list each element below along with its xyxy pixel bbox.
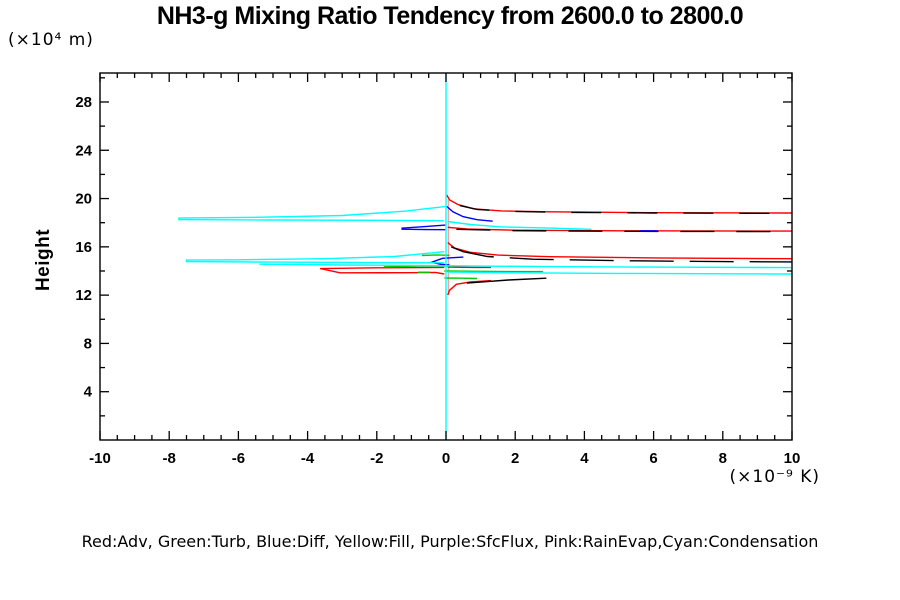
- x-tick-label: 4: [580, 450, 589, 467]
- x-tick-label: -4: [301, 450, 315, 467]
- series-Turb: [421, 254, 450, 257]
- y-tick-label: 20: [75, 191, 92, 208]
- series-Condensation: [447, 271, 793, 275]
- x-tick-label: 10: [784, 450, 801, 467]
- y-tick-label: 16: [75, 239, 92, 256]
- series-Condensation: [178, 205, 447, 222]
- series-Turb: [444, 270, 543, 273]
- y-tick-label: 28: [75, 94, 92, 111]
- legend: Red:Adv, Green:Turb, Blue:Diff, Yellow:F…: [81, 532, 819, 551]
- series-net-overlay-black: [459, 204, 793, 215]
- y-tick-label: 12: [75, 287, 92, 304]
- series-Adv: [447, 226, 793, 232]
- series-Diff: [446, 205, 493, 222]
- x-axis-unit-label: (×10⁻⁹ K): [729, 467, 820, 487]
- series-net-overlay-black: [466, 277, 547, 284]
- series-Condensation: [447, 220, 592, 230]
- y-tick-label: 4: [84, 384, 93, 401]
- series-Adv: [446, 194, 793, 214]
- series-Condensation: [259, 263, 793, 269]
- series-Diff: [428, 256, 464, 266]
- series-net-overlay-black: [456, 228, 793, 233]
- x-tick-label: 6: [649, 450, 657, 467]
- y-tick-label: 24: [75, 142, 92, 159]
- x-tick-label: 0: [442, 450, 450, 467]
- x-tick-label: 8: [719, 450, 727, 467]
- page-title: NH3-g Mixing Ratio Tendency from 2600.0 …: [156, 2, 744, 30]
- x-tick-label: -8: [163, 450, 176, 467]
- x-tick-label: 2: [511, 450, 519, 467]
- series-Diff: [401, 224, 446, 231]
- x-tick-label: -6: [232, 450, 245, 467]
- x-tick-label: -10: [89, 450, 111, 467]
- series-Condensation: [185, 251, 445, 264]
- series-Adv: [319, 266, 445, 275]
- series-Turb: [444, 277, 478, 280]
- y-tick-label: 8: [84, 335, 92, 352]
- series-Adv: [447, 242, 793, 260]
- series-Adv: [447, 279, 492, 296]
- x-tick-label: -2: [370, 450, 383, 467]
- y-axis-unit-label: (×10⁴ m): [8, 30, 94, 50]
- series-net-overlay-black: [450, 246, 793, 263]
